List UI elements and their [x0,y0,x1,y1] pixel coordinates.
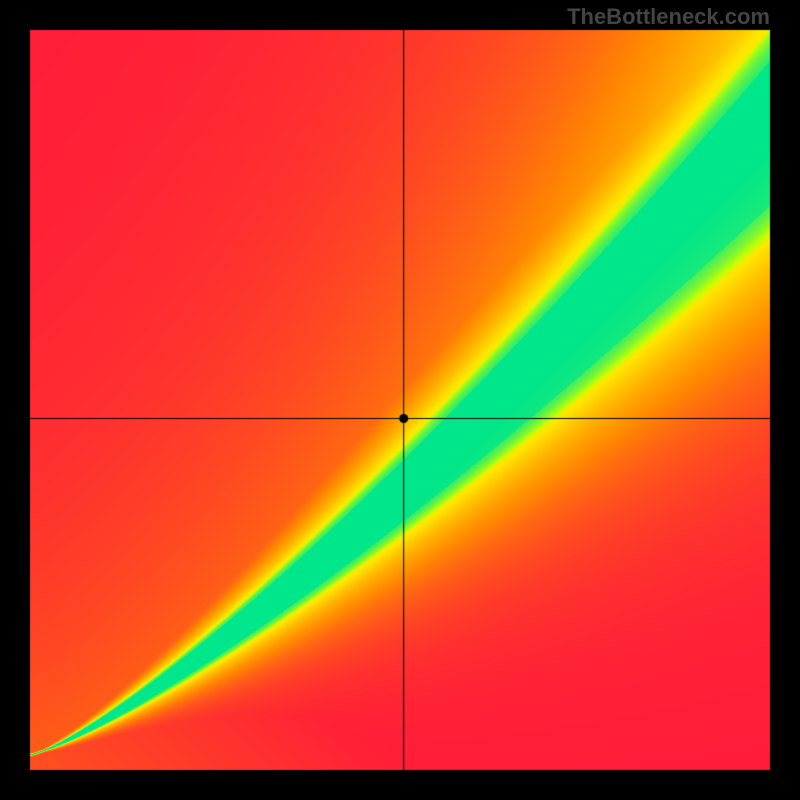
bottleneck-heatmap [0,0,800,800]
watermark-text: TheBottleneck.com [567,4,770,30]
